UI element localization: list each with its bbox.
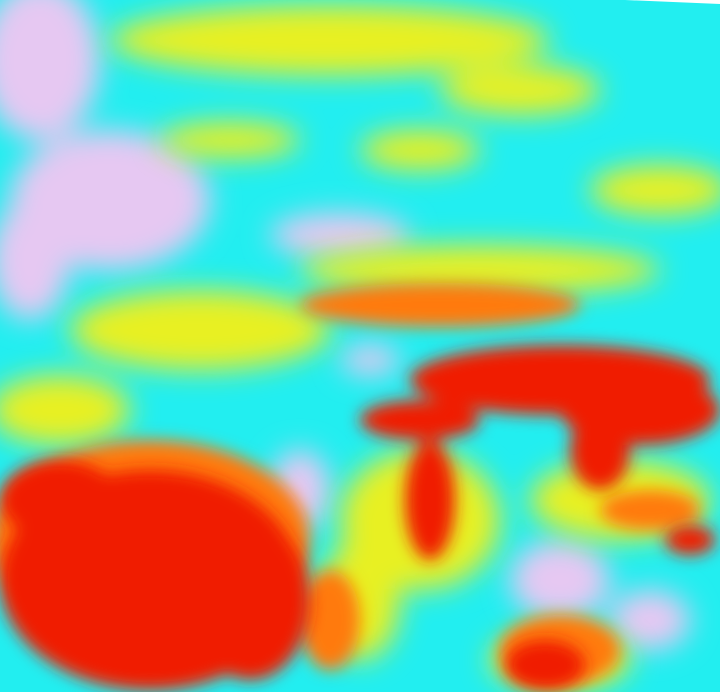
hot-regions	[0, 345, 720, 690]
no-data-corner	[625, 0, 720, 4]
cold-regions	[0, 0, 690, 650]
mid-regions	[0, 5, 720, 690]
